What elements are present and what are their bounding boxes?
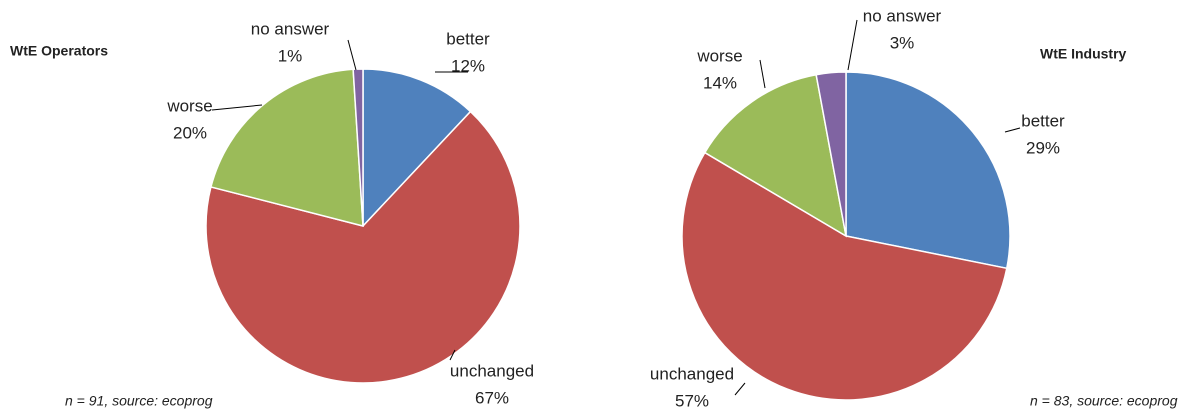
pie-slice (210, 68, 364, 227)
slice-value-label: 57% (675, 391, 709, 410)
leader-line (347, 39, 357, 71)
slice-value-label: 14% (703, 73, 737, 92)
pie-slice (845, 71, 1011, 270)
note: n = 91, source: ecoprog (65, 393, 213, 409)
pie-slice (681, 151, 1008, 401)
slice-label: worse (696, 46, 742, 65)
slice-value-label: 20% (173, 123, 207, 142)
pie-slice (703, 73, 848, 238)
slice-label: better (446, 29, 490, 48)
slice-value-label: 12% (451, 56, 485, 75)
leader-line (759, 59, 766, 89)
leader-line (211, 104, 263, 111)
leader-line (1004, 127, 1021, 133)
pie-slice (352, 68, 364, 227)
leader-line (847, 19, 858, 71)
chart-title: WtE Industry (1040, 46, 1127, 62)
slice-label: unchanged (450, 361, 534, 380)
slice-label: no answer (863, 6, 942, 25)
pie-slice (815, 71, 847, 237)
slice-value-label: 3% (890, 33, 915, 52)
leader-line (449, 349, 456, 361)
slice-value-label: 1% (278, 46, 303, 65)
slice-label: better (1021, 111, 1065, 130)
pie-slice (205, 110, 521, 384)
note: n = 83, source: ecoprog (1030, 393, 1178, 409)
slice-label: no answer (251, 19, 330, 38)
slice-label: worse (166, 96, 212, 115)
chart-title: WtE Operators (10, 43, 108, 59)
slice-value-label: 67% (475, 388, 509, 407)
slice-label: unchanged (650, 364, 734, 383)
slice-value-label: 29% (1026, 138, 1060, 157)
pie-slice (362, 68, 472, 228)
leader-line (734, 382, 746, 396)
